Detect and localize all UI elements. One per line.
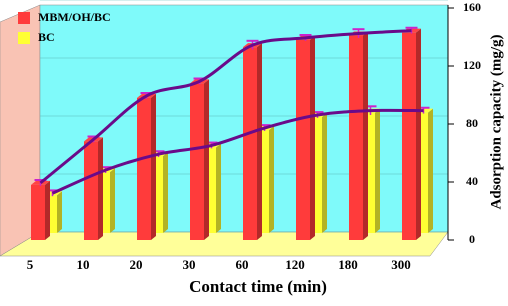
y-tick-label: 80 bbox=[466, 116, 478, 130]
x-tick-label: 5 bbox=[27, 257, 34, 272]
y-tick-label: 120 bbox=[463, 58, 481, 72]
bar bbox=[190, 79, 209, 241]
bar-front bbox=[349, 35, 363, 240]
bar-front bbox=[243, 47, 257, 241]
x-tick-label: 30 bbox=[183, 257, 196, 272]
bar-side bbox=[57, 191, 62, 233]
bar-side bbox=[416, 28, 421, 241]
bar bbox=[137, 93, 156, 241]
floor bbox=[0, 231, 449, 257]
y-tick-label: 0 bbox=[469, 232, 475, 246]
legend-swatch bbox=[18, 12, 30, 24]
bar-side bbox=[110, 168, 115, 233]
x-tick-label: 60 bbox=[236, 257, 249, 272]
bar-front bbox=[31, 184, 45, 240]
x-tick-label: 300 bbox=[391, 257, 411, 272]
bar-side bbox=[310, 35, 315, 241]
y-axis-title: Adsorption capacity (mg/g) bbox=[488, 35, 504, 210]
bar-side bbox=[257, 43, 262, 241]
bar-side bbox=[163, 152, 168, 233]
x-tick-label: 20 bbox=[130, 257, 143, 272]
bar-front bbox=[402, 32, 416, 241]
bar-front bbox=[296, 39, 310, 241]
bar-front bbox=[190, 83, 204, 241]
bar-side bbox=[322, 113, 327, 233]
legend-label: BC bbox=[38, 30, 55, 44]
x-tick-label: 10 bbox=[77, 257, 90, 272]
y-tick-label: 160 bbox=[463, 0, 481, 14]
y-tick-label: 40 bbox=[466, 174, 478, 188]
bar-side bbox=[151, 93, 156, 241]
bar-side bbox=[45, 180, 50, 240]
x-tick-label: 120 bbox=[285, 257, 305, 272]
bar bbox=[31, 180, 50, 240]
bar-front bbox=[137, 97, 151, 241]
bar-side bbox=[363, 31, 368, 240]
legend-swatch bbox=[18, 32, 30, 44]
bar bbox=[243, 43, 262, 241]
bar-side bbox=[375, 108, 380, 233]
trend-line bbox=[51, 108, 424, 195]
bar-front bbox=[84, 141, 98, 240]
bar bbox=[349, 31, 368, 240]
bar bbox=[84, 137, 103, 240]
bar-side bbox=[269, 126, 274, 233]
bar-side bbox=[216, 143, 221, 233]
legend-label: MBM/OH/BC bbox=[38, 10, 111, 24]
bar-side bbox=[204, 79, 209, 241]
trend-line bbox=[39, 29, 412, 185]
bar bbox=[402, 28, 421, 241]
bar bbox=[296, 35, 315, 241]
x-tick-label: 180 bbox=[338, 257, 358, 272]
bar-side bbox=[98, 137, 103, 240]
bar-side bbox=[428, 108, 433, 233]
x-axis-title: Contact time (min) bbox=[189, 277, 327, 296]
